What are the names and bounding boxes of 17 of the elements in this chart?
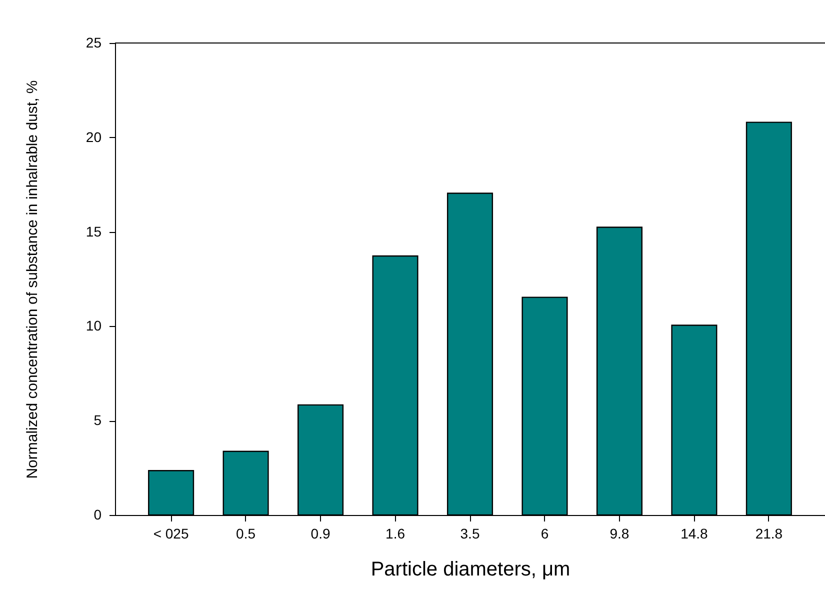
x-axis-title: Particle diameters, μm bbox=[370, 558, 570, 580]
x-tick-label: 0.5 bbox=[236, 526, 256, 542]
y-axis-title: Normalized concentration of substance in inhalrable dust, % bbox=[24, 80, 41, 479]
x-tick-label: 3.5 bbox=[460, 526, 480, 542]
y-tick-label: 25 bbox=[86, 34, 102, 50]
y-tick-label: 0 bbox=[94, 506, 102, 522]
y-tick-label: 15 bbox=[86, 223, 102, 240]
y-tick-label: 5 bbox=[94, 412, 102, 428]
y-tick-label: 20 bbox=[86, 128, 102, 145]
x-tick-label: 14.8 bbox=[680, 526, 708, 542]
x-tick-label: 9.8 bbox=[610, 526, 630, 542]
x-tick-label: 21.8 bbox=[755, 526, 783, 542]
x-tick-label: 1.6 bbox=[386, 526, 406, 542]
x-tick-label: 6 bbox=[540, 526, 549, 542]
y-tick-label: 10 bbox=[86, 318, 102, 334]
x-tick-label: 0.9 bbox=[310, 526, 330, 542]
x-tick-label: < 025 bbox=[153, 526, 189, 542]
